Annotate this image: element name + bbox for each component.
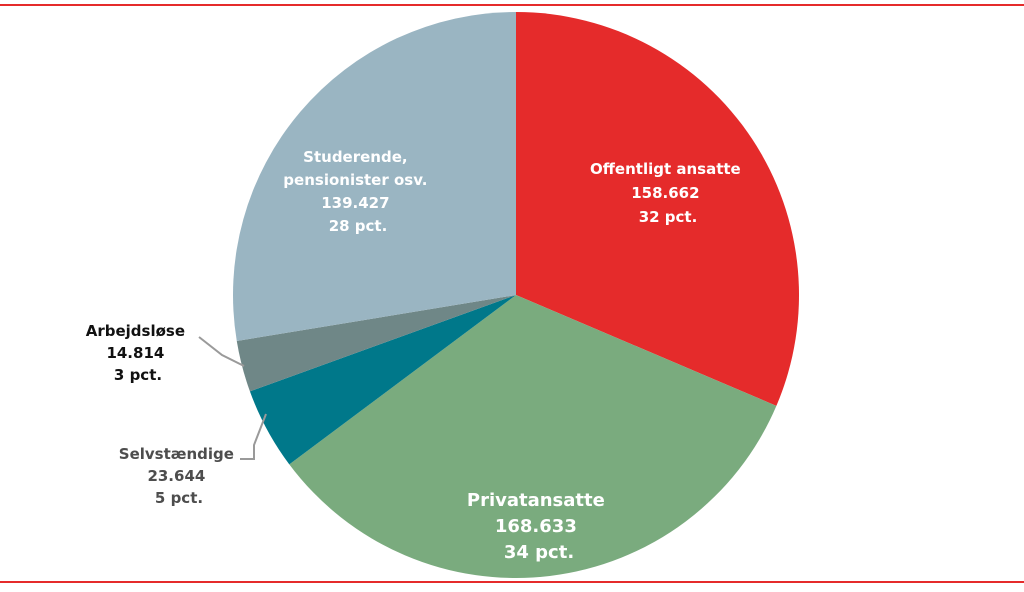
leader-line-arbejdsloese — [198, 336, 245, 367]
pie-slices — [233, 12, 800, 578]
bottom-rule — [0, 581, 1024, 583]
slice-label-offentligt: Offentligt ansatte 158.662 32 pct. — [590, 160, 746, 226]
slice-arbejdsloese — [236, 295, 516, 392]
slice-label-studerende: Studerende, pensionister osv. 139.427 28… — [283, 148, 432, 235]
leader-line-selvstaendige — [240, 413, 267, 460]
top-rule — [0, 4, 1024, 6]
slice-label-privatansatte: Privatansatte 168.633 34 pct. — [467, 490, 611, 563]
slice-label-arbejdsloese: Arbejdsløse 14.814 3 pct. — [86, 322, 191, 384]
slice-selvstaendige — [249, 295, 517, 465]
slice-label-selvstaendige: Selvstændige 23.644 5 pct. — [119, 445, 239, 507]
slice-privatansatte — [289, 295, 777, 578]
slice-offentligt-ansatte — [516, 12, 800, 406]
slice-studerende — [233, 12, 517, 342]
